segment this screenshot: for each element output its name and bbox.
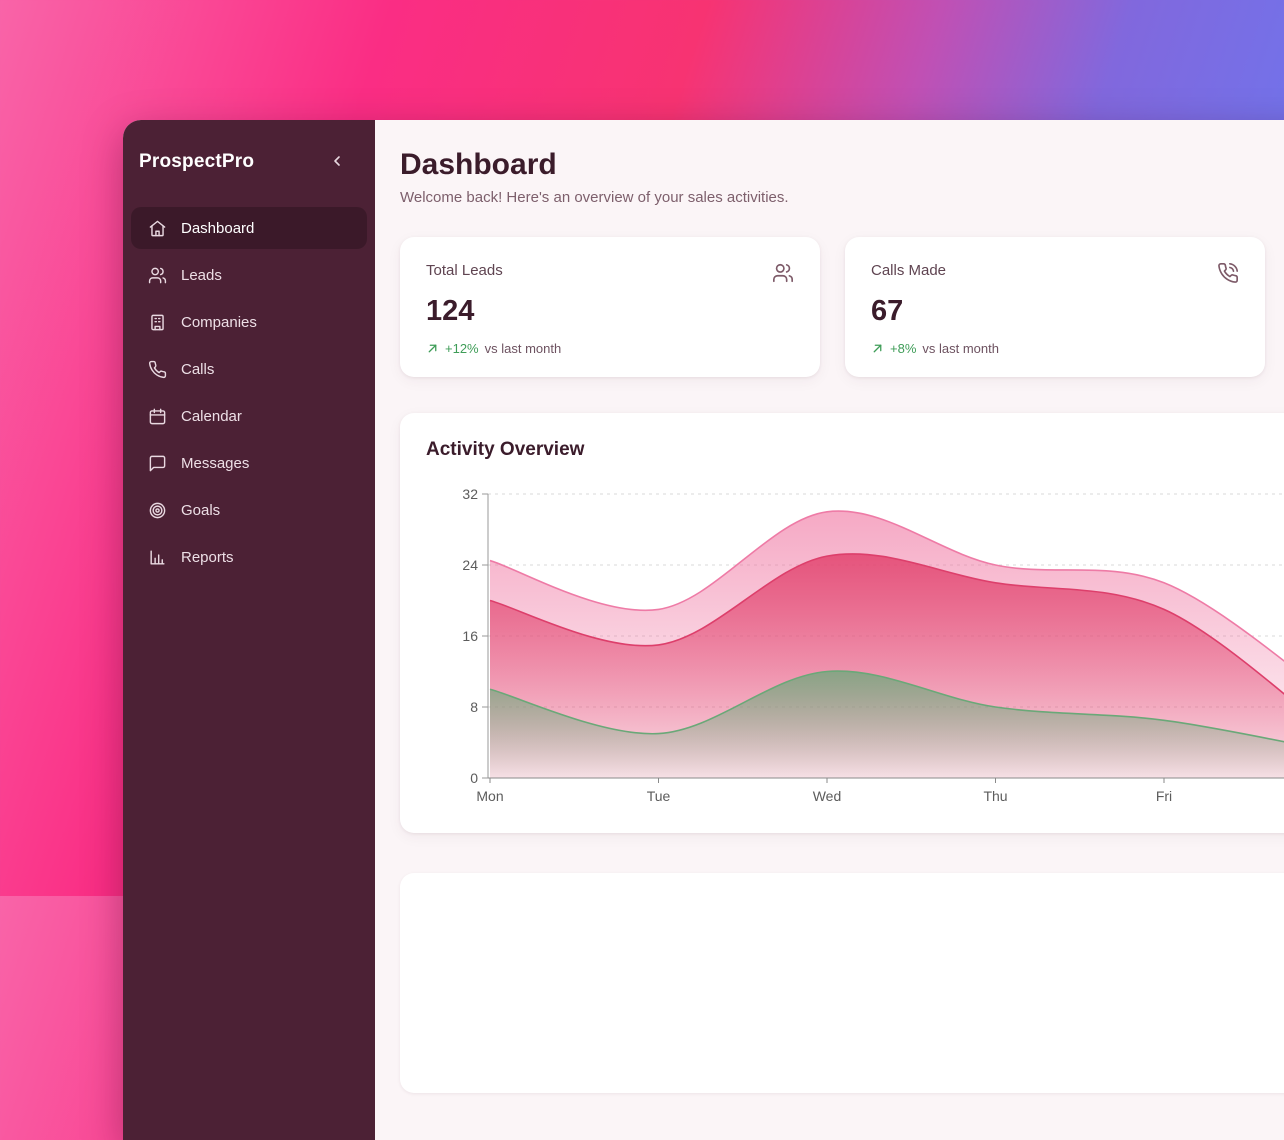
sidebar-item-label: Reports <box>181 548 234 566</box>
stat-value: 67 <box>871 295 904 327</box>
building-icon <box>148 313 167 332</box>
svg-text:24: 24 <box>462 557 478 573</box>
activity-chart: 08162432MonTueWedThuFriSat <box>462 486 1284 804</box>
svg-text:Mon: Mon <box>476 788 503 804</box>
home-icon <box>148 219 167 238</box>
main-content: Dashboard Welcome back! Here's an overvi… <box>375 120 1284 1140</box>
sidebar-item-label: Messages <box>181 454 250 472</box>
sidebar-item-calendar[interactable]: Calendar <box>131 395 367 437</box>
svg-text:Thu: Thu <box>983 788 1007 804</box>
chevron-left-icon <box>329 153 345 172</box>
message-icon <box>148 454 167 473</box>
trend-text: vs last month <box>922 341 999 356</box>
svg-text:Wed: Wed <box>813 788 842 804</box>
arrow-up-right-icon <box>426 342 439 355</box>
svg-text:0: 0 <box>470 770 478 786</box>
svg-text:16: 16 <box>462 628 478 644</box>
stat-label: Total Leads <box>426 262 503 279</box>
sidebar-item-companies[interactable]: Companies <box>131 301 367 343</box>
sidebar-item-label: Leads <box>181 266 222 284</box>
stat-label: Calls Made <box>871 262 947 279</box>
app-window: ProspectPro Dashboard Leads <box>123 120 1284 1140</box>
sidebar-item-label: Calendar <box>181 407 242 425</box>
sidebar-item-goals[interactable]: Goals <box>131 489 367 531</box>
brand-logo: ProspectPro <box>139 151 255 172</box>
sidebar-item-leads[interactable]: Leads <box>131 254 367 296</box>
sidebar-item-reports[interactable]: Reports <box>131 536 367 578</box>
arrow-up-right-icon <box>871 342 884 355</box>
sidebar-item-messages[interactable]: Messages <box>131 442 367 484</box>
calendar-icon <box>148 407 167 426</box>
sidebar-item-label: Goals <box>181 501 221 519</box>
stat-value: 124 <box>426 295 475 327</box>
sidebar-item-label: Companies <box>181 313 257 331</box>
trend-value: +8% <box>890 341 917 356</box>
activity-overview-card: Activity Overview 0 8 16 24 32 Mon Tue Wed Thu Fr… <box>400 413 1284 833</box>
sidebar-nav: Dashboard Leads Companies Calls <box>123 207 375 583</box>
users-icon <box>148 266 167 285</box>
sidebar-item-label: Calls <box>181 360 215 378</box>
svg-text:Tue: Tue <box>647 788 671 804</box>
stats-row: Total Leads 124 +12% vs last month Calls <box>400 237 1284 377</box>
svg-text:Fri: Fri <box>1156 788 1172 804</box>
trend-text: vs last month <box>484 341 562 356</box>
sidebar-item-label: Dashboard <box>181 219 255 237</box>
bottom-card <box>400 873 1284 1093</box>
target-icon <box>148 501 167 520</box>
sidebar-item-calls[interactable]: Calls <box>131 348 367 390</box>
stat-card-calls-made: Calls Made 67 +8% vs last month <box>845 237 1265 377</box>
phone-icon <box>148 360 167 379</box>
users-icon <box>772 262 794 289</box>
bar-chart-icon <box>148 548 167 567</box>
sidebar-header: ProspectPro <box>123 145 375 179</box>
chart-title: Activity Overview <box>426 439 585 460</box>
svg-text:8: 8 <box>470 699 478 715</box>
svg-text:32: 32 <box>462 486 478 502</box>
sidebar: ProspectPro Dashboard Leads <box>123 120 375 1140</box>
sidebar-collapse-button[interactable] <box>325 149 349 176</box>
page-subtitle: Welcome back! Here's an overview of your… <box>400 189 789 206</box>
sidebar-item-dashboard[interactable]: Dashboard <box>131 207 367 249</box>
trend-value: +12% <box>445 341 479 356</box>
phone-call-icon <box>1217 262 1239 289</box>
page-title: Dashboard <box>400 148 557 181</box>
stat-card-total-leads: Total Leads 124 +12% vs last month <box>400 237 820 377</box>
